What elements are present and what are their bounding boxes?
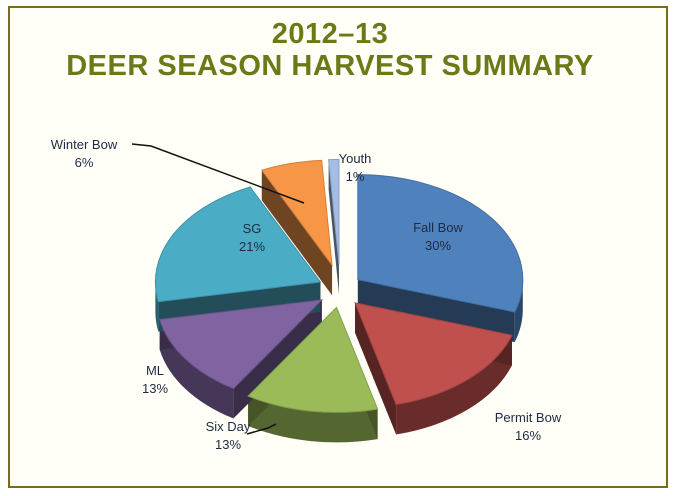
slice-percent: 16%: [515, 428, 541, 443]
slice-wall-permit-bow: [396, 335, 512, 435]
slice-wall-fall-bow: [514, 279, 523, 343]
slice-label-ml: ML 13%: [142, 363, 168, 396]
slice-percent: 21%: [239, 239, 265, 254]
leader-line-winter-bow: [131, 143, 305, 204]
slice-label-fall-bow: Fall Bow 30%: [413, 220, 463, 253]
slice-label-permit-bow: Permit Bow 16%: [495, 410, 562, 443]
slice-name: Permit Bow: [495, 410, 562, 425]
title-line-1: 2012–13: [271, 18, 389, 50]
slice-face-permit-bow: [355, 302, 397, 435]
slice-name: SG: [243, 221, 262, 236]
slice-percent: 6%: [75, 155, 94, 170]
slice-ml: [159, 299, 324, 390]
slice-face-youth: [328, 159, 339, 295]
slice-face-winter-bow: [261, 170, 333, 296]
slice-label-winter-bow: Winter Bow 6%: [51, 137, 118, 170]
slice-percent: 30%: [425, 238, 451, 253]
slice-label-six-day: Six Day 13%: [206, 419, 251, 452]
slice-fall-bow: [357, 174, 524, 313]
chart-title: 2012–13 DEER SEASON HARVEST SUMMARY: [0, 18, 660, 82]
slice-name: Fall Bow: [413, 220, 463, 235]
title-line-2: DEER SEASON HARVEST SUMMARY: [66, 50, 594, 82]
slice-youth: [328, 158, 340, 265]
slice-label-sg: SG 21%: [239, 221, 265, 254]
slice-sg: [154, 186, 322, 303]
slice-winter-bow: [260, 159, 333, 267]
slice-name: Six Day: [206, 419, 251, 434]
slice-percent: 1%: [346, 169, 365, 184]
slice-name: ML: [146, 363, 164, 378]
slice-label-youth: Youth 1%: [339, 151, 372, 184]
slice-permit-bow: [354, 302, 513, 406]
slice-name: Youth: [339, 151, 372, 166]
slice-percent: 13%: [142, 381, 168, 396]
slice-wall-six-day: [248, 396, 378, 443]
slice-name: Winter Bow: [51, 137, 118, 152]
leader-line-six-day: [246, 423, 277, 435]
slice-percent: 13%: [215, 437, 241, 452]
slice-six-day: [247, 306, 379, 413]
slice-face-fall-bow: [357, 279, 515, 343]
slice-wall-ml: [159, 319, 234, 419]
